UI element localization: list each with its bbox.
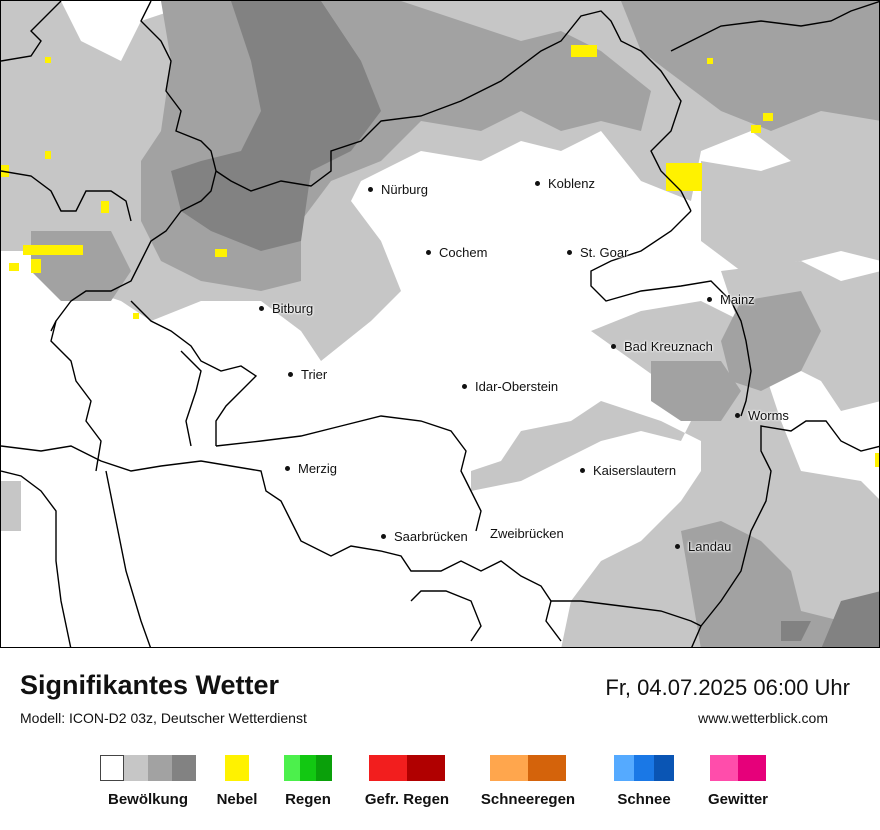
city-label: Zweibrücken — [490, 526, 564, 541]
legend-swatch — [148, 755, 172, 781]
city-label: Bitburg — [259, 301, 313, 316]
city-dot — [707, 297, 712, 303]
forecast-datetime: Fr, 04.07.2025 06:00 Uhr — [605, 675, 850, 700]
city-name: Kaiserslautern — [593, 463, 677, 478]
city-name: Idar-Oberstein — [475, 379, 559, 394]
legend-swatch — [738, 755, 766, 781]
legend-label: Nebel — [216, 791, 258, 808]
legend-cloud: Bewölkung — [98, 755, 198, 808]
city-dot — [285, 466, 290, 472]
legend-label: Schnee — [617, 791, 671, 808]
legend-label: Gewitter — [707, 791, 768, 808]
cloud-layer — [1, 1, 879, 647]
legend-swatch — [124, 755, 148, 781]
city-label: Cochem — [426, 245, 487, 260]
legend-label: Regen — [285, 791, 331, 808]
legend-swatch — [316, 755, 332, 781]
city-dot — [567, 250, 572, 256]
legend-snow: Schnee — [606, 755, 682, 808]
city-label: Koblenz — [535, 176, 595, 191]
city-dot — [368, 187, 373, 193]
city-dot — [675, 544, 680, 550]
legend-swatches — [696, 755, 780, 781]
city-name: Bitburg — [272, 301, 314, 316]
city-label: Nürburg — [368, 182, 428, 197]
city-name: Zweibrücken — [490, 526, 564, 541]
legend-freezing-rain: Gefr. Regen — [354, 755, 460, 808]
city-name: Nürburg — [381, 182, 428, 197]
city-label: Bad Kreuznach — [611, 339, 713, 354]
city-name: Worms — [748, 408, 789, 423]
legend-swatch — [300, 755, 316, 781]
legend-swatch — [710, 755, 738, 781]
legend-swatches — [98, 755, 198, 781]
legend-swatches — [468, 755, 588, 781]
city-label: Mainz — [707, 292, 755, 307]
legend-swatches — [276, 755, 340, 781]
legend-swatch — [634, 755, 654, 781]
legend-swatch — [225, 755, 249, 781]
city-name: Merzig — [298, 461, 338, 476]
weather-map[interactable]: Nürburg Koblenz Cochem St. Goar Bitburg … — [0, 0, 880, 648]
legend-swatch — [654, 755, 674, 781]
legend-swatch — [407, 755, 445, 781]
legend-swatch — [528, 755, 566, 781]
legend-fog: Nebel — [206, 755, 268, 808]
legend-swatches — [354, 755, 460, 781]
city-label: St. Goar — [567, 245, 628, 260]
city-name: Cochem — [439, 245, 488, 260]
city-name: St. Goar — [580, 245, 629, 260]
city-label: Merzig — [285, 461, 337, 476]
legend-label: Gefr. Regen — [364, 791, 450, 808]
legend-swatch — [614, 755, 634, 781]
city-dot — [611, 344, 616, 350]
legend-swatch — [172, 755, 196, 781]
legend-swatch — [369, 755, 407, 781]
city-label: Worms — [735, 408, 789, 423]
city-dot — [462, 384, 467, 390]
city-dot — [535, 181, 540, 187]
legend-sleet: Schneeregen — [468, 755, 588, 808]
city-name: Landau — [688, 539, 732, 554]
city-dot — [288, 372, 293, 378]
city-label: Landau — [675, 539, 731, 554]
city-label: Idar-Oberstein — [462, 379, 558, 394]
city-dot — [580, 468, 585, 474]
city-dot — [259, 306, 264, 312]
legend-thunderstorm: Gewitter — [696, 755, 780, 808]
city-dot — [426, 250, 431, 256]
legend-swatch — [490, 755, 528, 781]
legend-swatch — [284, 755, 300, 781]
legend-label: Schneeregen — [480, 791, 576, 808]
city-name: Saarbrücken — [394, 529, 468, 544]
city-name: Trier — [301, 367, 328, 382]
city-label: Saarbrücken — [381, 529, 468, 544]
legend-rain: Regen — [276, 755, 340, 808]
city-name: Mainz — [720, 292, 755, 307]
legend-swatches — [206, 755, 268, 781]
city-label: Kaiserslautern — [580, 463, 676, 478]
city-label: Trier — [288, 367, 327, 382]
city-dot — [381, 534, 386, 540]
legend-label: Bewölkung — [107, 791, 188, 808]
city-name: Bad Kreuznach — [624, 339, 713, 354]
city-dot — [735, 413, 740, 419]
legend-swatches — [606, 755, 682, 781]
map-title: Signifikantes Wetter — [20, 670, 280, 700]
website-link[interactable]: www.wetterblick.com — [698, 710, 828, 726]
legend-swatch — [100, 755, 124, 781]
city-name: Koblenz — [548, 176, 595, 191]
model-info: Modell: ICON-D2 03z, Deutscher Wetterdie… — [20, 710, 307, 726]
